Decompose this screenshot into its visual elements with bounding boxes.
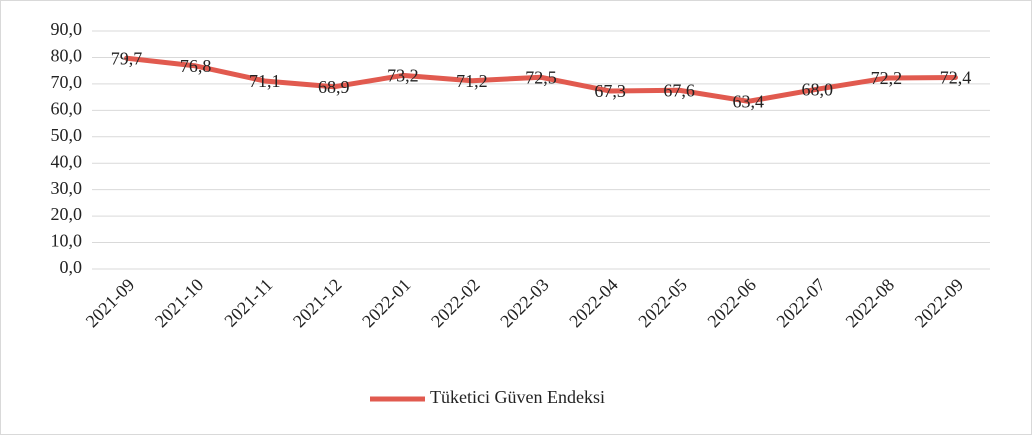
data-label: 71,1 xyxy=(249,71,281,91)
y-tick-label: 10,0 xyxy=(51,231,83,251)
data-label: 68,9 xyxy=(318,77,350,97)
y-tick-label: 80,0 xyxy=(51,46,83,66)
y-tick-label: 90,0 xyxy=(51,19,83,39)
data-label: 72,5 xyxy=(525,67,557,87)
y-tick-label: 40,0 xyxy=(51,151,83,171)
data-label: 68,0 xyxy=(802,79,834,99)
y-tick-label: 20,0 xyxy=(51,204,83,224)
y-tick-label: 60,0 xyxy=(51,98,83,118)
y-tick-label: 70,0 xyxy=(51,72,83,92)
y-tick-label: 30,0 xyxy=(51,178,83,198)
y-tick-label: 0,0 xyxy=(60,257,83,277)
legend-label: Tüketici Güven Endeksi xyxy=(430,387,605,407)
data-label: 76,8 xyxy=(180,56,212,76)
data-label: 71,2 xyxy=(456,71,488,91)
y-tick-label: 50,0 xyxy=(51,125,83,145)
data-label: 72,2 xyxy=(871,68,903,88)
data-label: 79,7 xyxy=(111,48,143,68)
data-label: 67,3 xyxy=(594,81,626,101)
data-label: 67,6 xyxy=(663,80,695,100)
data-label: 72,4 xyxy=(940,68,972,88)
data-line xyxy=(124,55,958,104)
data-label: 73,2 xyxy=(387,66,419,86)
data-label: 63,4 xyxy=(732,91,764,111)
